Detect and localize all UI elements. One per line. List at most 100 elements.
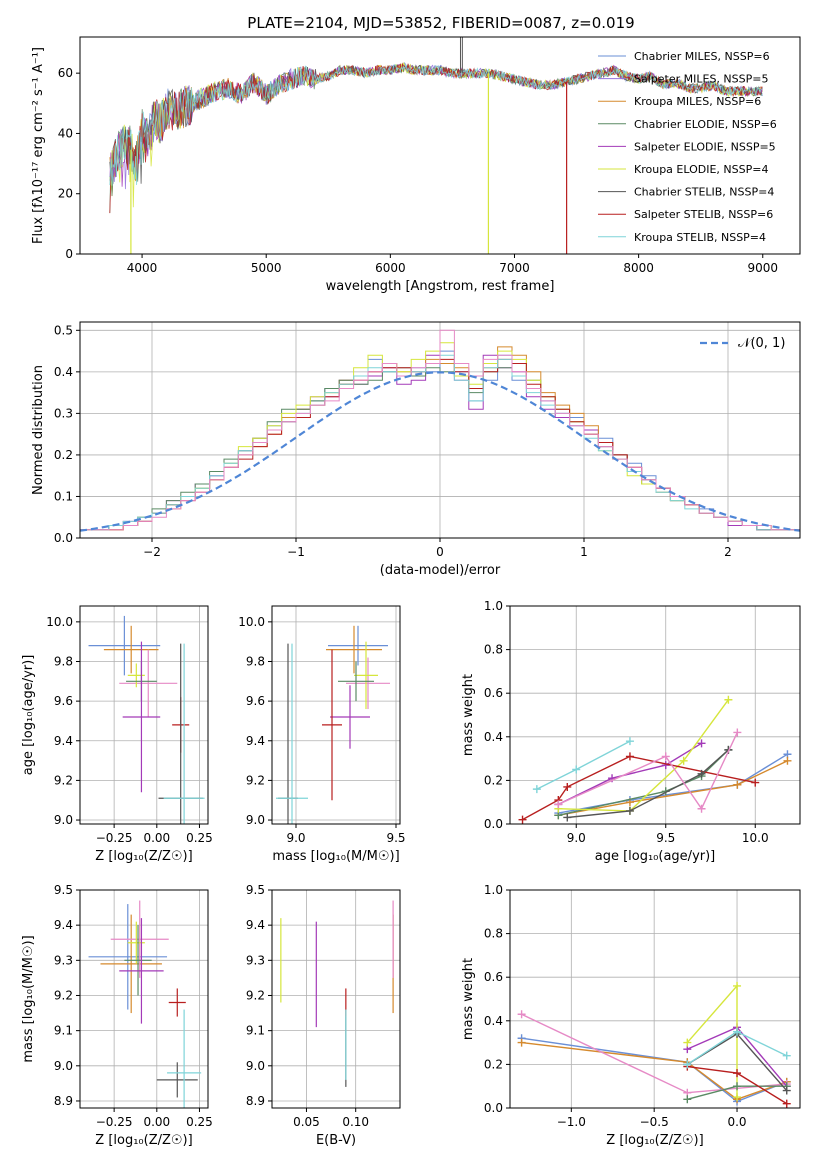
errorbar-point [338,661,374,702]
weight-series-line [521,1041,787,1101]
weight-point-marker [517,1038,526,1047]
legend-entry: Salpeter MILES, NSSP=5 [634,73,768,86]
residuals-axes: −2 −1 0 1 2 0.0 0.1 0.2 0.3 0.4 0.5 (data-model)/er… [31,321,801,578]
plot-frame [79,889,209,1109]
y-tick-label: 0.6 [484,686,503,700]
x-tick-label: −1.0 [557,1115,586,1129]
spectrum-series-line [109,63,763,187]
y-tick-label: 9.2 [246,988,265,1002]
plot-frame [271,605,401,825]
weight-series-line [558,699,729,812]
age-vs-Z-errorbars [88,615,205,824]
errorbar-point [168,988,186,1017]
plot-frame [79,36,801,255]
x-tick-label: 0.25 [186,1115,213,1129]
y-tick-label: 9.4 [246,918,265,932]
errorbar-point [330,685,370,749]
errorbar-point [110,900,169,978]
y-tick-label: 0.0 [484,817,503,831]
y-tick-label: 9.5 [54,883,73,897]
x-tick-label: 0 [436,545,444,559]
y-tick-label: 9.3 [246,953,265,967]
errorbar-point [328,625,388,666]
y-tick-label: 40 [58,126,73,140]
figure-title: PLATE=2104, MJD=53852, FIBERID=0087, z=0… [247,14,634,32]
x-tick-label: 0.00 [143,831,170,845]
errorbar-point [156,1062,198,1098]
weight-point-marker [733,728,742,737]
x-tick-label: 6000 [375,261,406,275]
errorbar-point [119,918,164,1024]
weight-point-marker [697,739,706,748]
weight-point-marker [724,695,733,704]
histogram-group [80,329,800,538]
weight-point-marker [733,981,742,990]
y-axis-label: mass [log₁₀(M/M☉)] [21,935,36,1062]
weight-point-marker [733,1069,742,1078]
y-tick-label: 9.4 [246,734,265,748]
weight-point-marker [661,752,670,761]
errorbar-point [127,921,145,964]
mass-vs-Z-errorbars [88,900,202,1108]
x-tick-label: 0.25 [186,831,213,845]
weight-point-marker [733,1027,742,1036]
y-tick-label: 0.4 [484,730,503,744]
errorbar-point [346,657,390,710]
plot-frame [509,889,801,1109]
weight-series-line [557,742,702,806]
weight-point-marker [782,1099,791,1108]
plot-frame [79,605,209,825]
weight-point-marker [517,1010,526,1019]
weight-point-marker [563,813,572,822]
y-axis-label: mass weight [461,958,476,1040]
y-tick-label: 0.0 [54,531,73,545]
weight-point-marker [683,1038,692,1047]
x-tick-label: 4000 [127,261,158,275]
plot-frame [79,321,801,539]
errorbar-point [163,643,205,824]
legend-entry: Kroupa ELODIE, NSSP=4 [634,163,768,176]
errorbar-point [326,625,382,674]
mass-vs-EBV-axes: 0.05 0.10 8.9 9.0 9.1 9.2 9.3 9.4 9.5 E(B-V) [246,883,401,1148]
weight-point-marker [733,780,742,789]
x-tick-label: 8000 [623,261,654,275]
residuals-legend: 𝒩(0, 1) [700,336,785,351]
errorbar-point [124,925,152,996]
weight-point-marker [697,804,706,813]
x-tick-label: −2 [143,545,161,559]
weight-point-marker [683,1060,692,1069]
age-vs-Z-axes: −0.25 0.00 0.25 9.0 9.2 9.4 9.6 9.8 10.0 Z [log₁₀… [21,605,213,864]
x-tick-label: 0.00 [143,1115,170,1129]
weight-point-marker [733,1082,742,1091]
y-tick-label: 0 [65,247,73,261]
y-tick-label: 8.9 [246,1094,265,1108]
errorbar-point [322,649,342,801]
x-axis-label: Z [log₁₀(Z/Z☉)] [95,849,192,864]
y-tick-label: 0.2 [54,448,73,462]
x-axis-label: mass [log₁₀(M/M☉)] [272,849,399,864]
y-tick-label: 9.4 [54,918,73,932]
y-tick-label: 0.4 [484,1014,503,1028]
y-tick-label: 0.1 [54,489,73,503]
y-tick-label: 0.8 [484,927,503,941]
x-tick-label: 0.05 [293,1115,320,1129]
y-tick-label: 9.5 [246,883,265,897]
errorbar-point [276,643,308,824]
normal-reference-curve [80,371,800,532]
y-tick-label: 9.6 [246,694,265,708]
x-tick-label: 9.0 [567,831,586,845]
errorbar-point [119,649,178,717]
x-tick-label: 0.0 [727,1115,746,1129]
weight-point-marker [625,752,634,761]
y-tick-label: 10.0 [46,615,73,629]
weight-series-line [558,760,788,816]
y-tick-label: 9.8 [54,654,73,668]
x-tick-label: 0.10 [342,1115,369,1129]
y-axis-label: Normed distribution [31,365,46,495]
legend-entry: Kroupa MILES, NSSP=6 [634,95,761,108]
y-tick-label: 9.1 [246,1024,265,1038]
weight-vs-Z-lines [517,981,791,1108]
y-tick-label: 9.2 [54,773,73,787]
y-tick-label: 9.2 [54,988,73,1002]
